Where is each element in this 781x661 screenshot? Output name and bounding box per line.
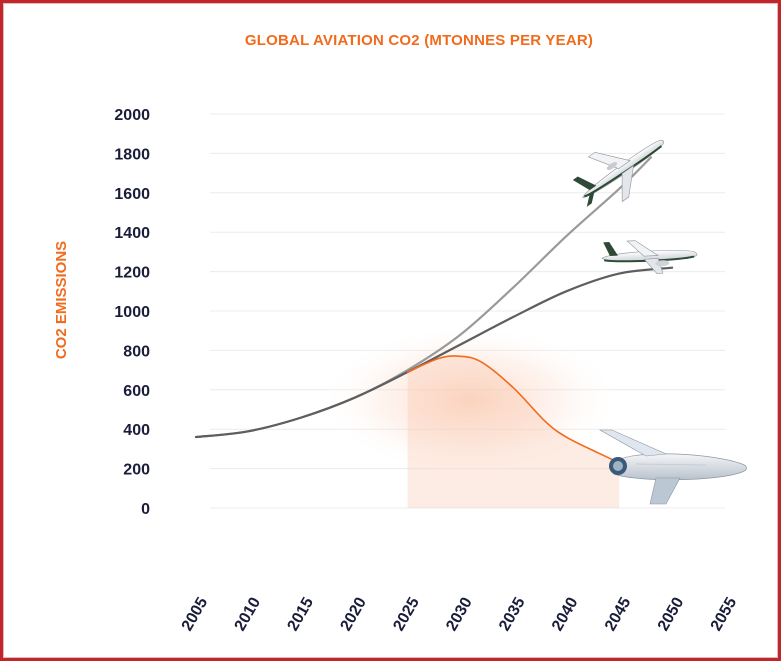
y-tick-label: 1200: [114, 265, 150, 282]
chart-title: GLOBAL AVIATION CO2 (MTONNES PER YEAR): [245, 32, 593, 49]
y-tick-label: 400: [123, 422, 150, 439]
y-axis-label: CO2 EMISSIONS: [53, 241, 70, 359]
x-tick-label: 2010: [232, 595, 265, 634]
x-tick-label: 2055: [708, 595, 741, 634]
x-tick-label: 2020: [337, 595, 370, 634]
emissions-glow-shading: [320, 325, 620, 475]
y-tick-label: 0: [141, 501, 150, 518]
y-tick-label: 1800: [114, 146, 150, 163]
narrowbody-jet-icon: [601, 240, 698, 274]
x-tick-label: 2030: [443, 595, 476, 634]
series-line-mid: [194, 266, 674, 439]
series-line-low: [406, 355, 620, 464]
y-tick-label: 1000: [114, 304, 150, 321]
x-tick-label: 2035: [496, 595, 529, 634]
airliner-icon: [572, 139, 664, 207]
series-lines: [194, 156, 674, 464]
x-tick-label: 2015: [285, 595, 318, 634]
x-tick-label: 2005: [179, 595, 212, 634]
y-tick-label: 200: [123, 462, 150, 479]
x-tick-labels: 2005 2010 2015 2020 2025 2030 2035 2040 2045 2050…: [179, 595, 741, 634]
shaded-area: [407, 355, 620, 508]
x-tick-label: 2050: [655, 595, 688, 634]
y-tick-label: 600: [123, 383, 150, 400]
x-tick-label: 2025: [390, 595, 423, 634]
y-tick-label: 2000: [114, 107, 150, 124]
y-tick-labels: 0 200 400 600 800 1000 1200 1400 1600 1800 2000: [114, 107, 150, 518]
y-tick-label: 800: [123, 343, 150, 360]
blended-wing-aircraft-icon: [598, 429, 747, 505]
x-tick-label: 2040: [549, 595, 582, 634]
y-tick-label: 1400: [114, 225, 150, 242]
x-tick-label: 2045: [602, 595, 635, 634]
y-tick-label: 1600: [114, 186, 150, 203]
